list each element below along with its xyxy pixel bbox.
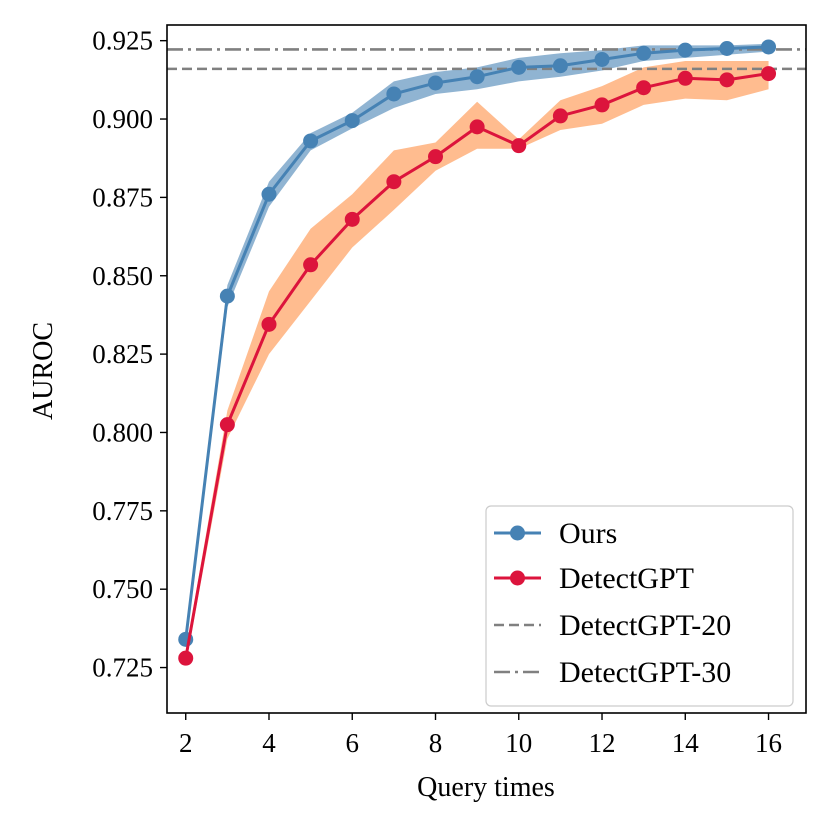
- data-point-detectgpt: [386, 174, 402, 190]
- y-tick-label: 0.825: [92, 339, 153, 369]
- y-axis-title: AUROC: [28, 322, 59, 420]
- data-point-ours: [636, 45, 652, 61]
- y-tick-label: 0.775: [92, 496, 153, 526]
- data-point-detectgpt: [178, 650, 194, 666]
- data-point-ours: [511, 59, 527, 75]
- y-tick-label: 0.875: [92, 182, 153, 212]
- confidence-bands: [185, 43, 769, 665]
- data-point-detectgpt: [261, 316, 277, 332]
- data-point-detectgpt: [219, 417, 235, 433]
- data-point-detectgpt: [469, 119, 485, 135]
- data-point-ours: [552, 58, 568, 74]
- data-series: [178, 39, 777, 666]
- y-tick-label: 0.725: [92, 653, 153, 683]
- data-point-detectgpt: [636, 80, 652, 96]
- x-tick-label: 2: [179, 728, 193, 758]
- data-point-ours: [677, 42, 693, 58]
- y-tick-label: 0.850: [92, 261, 153, 291]
- data-point-detectgpt: [428, 149, 444, 165]
- data-point-detectgpt: [594, 97, 610, 113]
- data-point-detectgpt: [344, 211, 360, 227]
- x-tick-label: 16: [755, 728, 782, 758]
- data-point-detectgpt: [303, 257, 319, 273]
- x-tick-label: 6: [345, 728, 359, 758]
- data-point-ours: [219, 288, 235, 304]
- x-tick-label: 10: [505, 728, 532, 758]
- y-tick-label: 0.925: [92, 26, 153, 56]
- confidence-band-detectgpt: [185, 61, 769, 665]
- data-point-ours: [344, 113, 360, 129]
- data-point-ours: [303, 133, 319, 149]
- data-point-ours: [719, 41, 735, 57]
- data-point-detectgpt: [677, 70, 693, 86]
- data-point-detectgpt: [511, 138, 527, 154]
- data-point-detectgpt: [719, 72, 735, 88]
- y-axis-ticks: 0.725 0.750 0.775 0.800 0.825 0.850 0.875 0.900…: [92, 26, 167, 683]
- legend-box: [485, 505, 794, 707]
- data-point-ours: [469, 69, 485, 85]
- legend-label-detectgpt-30: DetectGPT-30: [559, 656, 731, 689]
- x-tick-label: 14: [672, 728, 700, 758]
- legend: Ours DetectGPT DetectGPT-20 DetectGPT-30: [485, 505, 794, 707]
- x-tick-label: 12: [589, 728, 616, 758]
- legend-marker-detectgpt: [510, 570, 525, 586]
- data-point-ours: [386, 86, 402, 102]
- x-tick-label: 8: [429, 728, 443, 758]
- plot-area-frame: [166, 24, 807, 714]
- data-point-ours: [261, 186, 277, 202]
- data-point-ours: [594, 51, 610, 67]
- legend-label-detectgpt-20: DetectGPT-20: [559, 609, 731, 642]
- y-tick-label: 0.800: [92, 417, 153, 447]
- legend-marker-ours: [510, 525, 525, 541]
- x-tick-label: 4: [262, 728, 276, 758]
- legend-label-ours: Ours: [559, 517, 617, 550]
- data-point-detectgpt: [552, 108, 568, 124]
- legend-label-detectgpt: DetectGPT: [559, 562, 694, 595]
- y-tick-label: 0.750: [92, 574, 153, 604]
- x-axis-ticks: 2 4 6 8 10 12 14 16: [179, 713, 782, 758]
- data-point-ours: [428, 75, 444, 91]
- x-axis-title: Query times: [417, 772, 555, 803]
- data-point-ours: [761, 39, 777, 55]
- data-point-detectgpt: [761, 66, 777, 82]
- y-tick-label: 0.900: [92, 104, 153, 134]
